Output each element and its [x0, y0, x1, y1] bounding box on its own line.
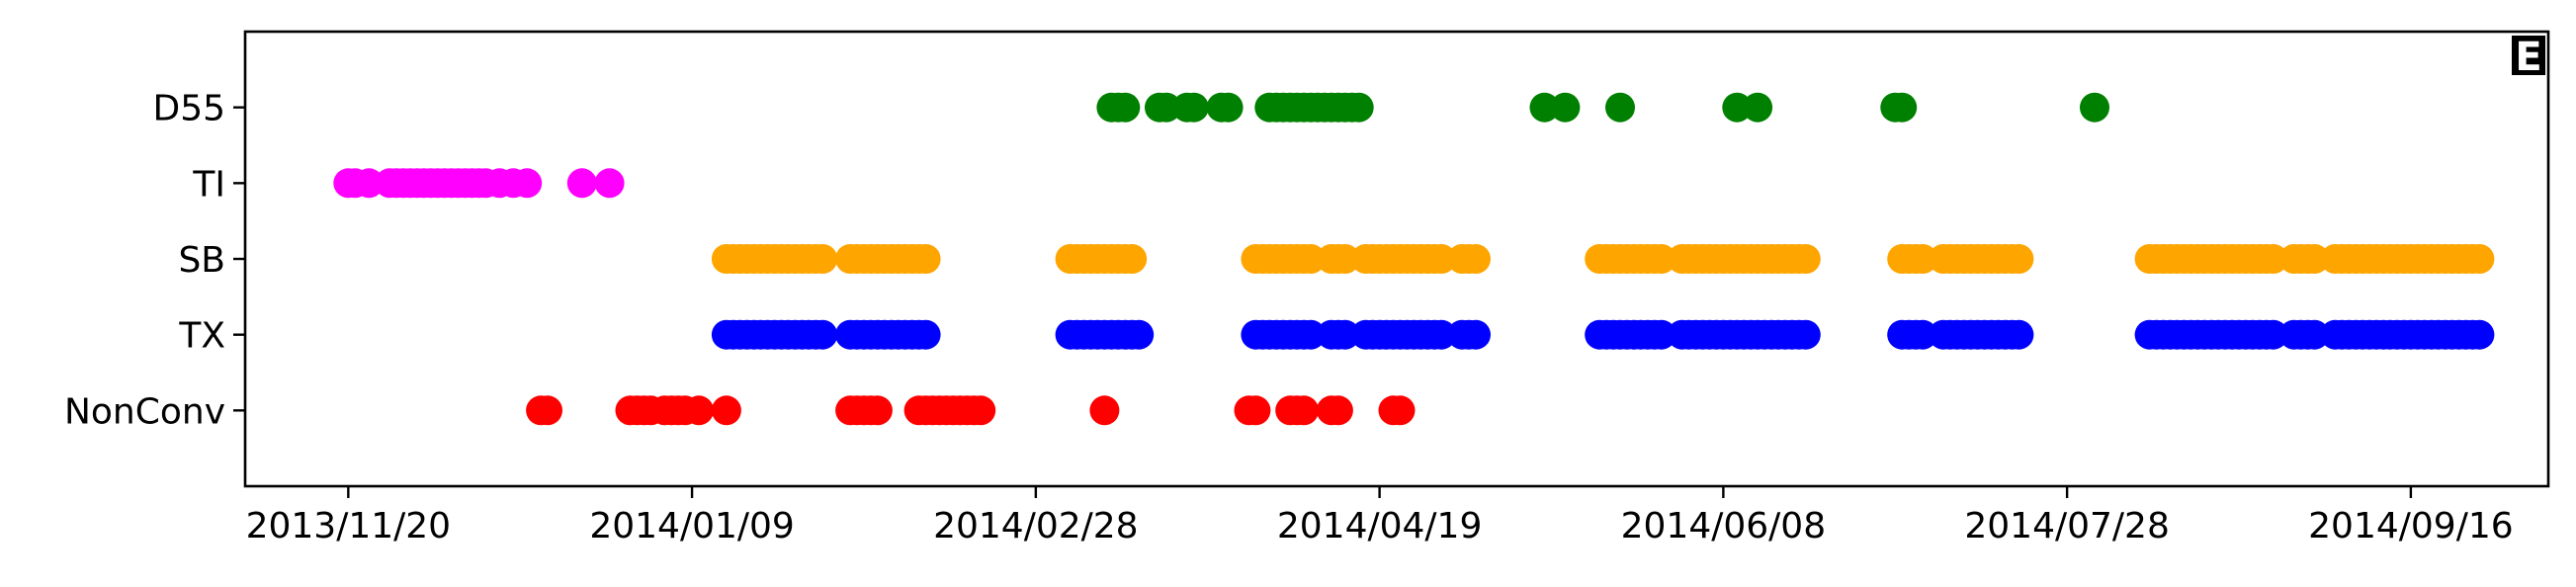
data-point	[1213, 92, 1244, 123]
data-point	[1289, 395, 1320, 426]
data-point	[2004, 319, 2034, 350]
data-point	[808, 244, 838, 274]
data-point	[1117, 244, 1148, 274]
data-point	[512, 168, 543, 199]
data-point	[2258, 319, 2288, 350]
data-point	[1296, 244, 1327, 274]
data-point	[2464, 244, 2495, 274]
y-tick-label: SB	[178, 240, 225, 281]
data-point	[1152, 92, 1181, 123]
data-point	[1323, 395, 1353, 426]
data-point	[1461, 244, 1491, 274]
data-point	[966, 395, 996, 426]
data-point	[1743, 92, 1773, 123]
y-tick-label: NonConv	[64, 391, 225, 432]
data-point	[1089, 395, 1120, 426]
data-point	[1330, 319, 1360, 350]
data-point	[1241, 395, 1271, 426]
series-nonconv	[526, 395, 1416, 426]
series-tx	[711, 319, 2495, 350]
data-point	[910, 319, 941, 350]
data-point	[2004, 244, 2034, 274]
data-point	[862, 395, 893, 426]
data-point	[594, 168, 625, 199]
data-point	[1646, 319, 1676, 350]
x-tick-label: 2014/07/28	[1964, 506, 2170, 546]
data-point	[1343, 92, 1374, 123]
data-point	[1887, 92, 1918, 123]
panel-label: E	[2515, 35, 2541, 80]
data-point	[1646, 244, 1676, 274]
data-point	[1529, 92, 1560, 123]
data-point	[1124, 319, 1155, 350]
data-point	[354, 168, 385, 199]
y-axis-ticks: NonConv TX SB TI D55	[64, 89, 245, 432]
data-point	[1426, 244, 1457, 274]
x-tick-label: 2014/04/19	[1277, 506, 1483, 546]
data-point	[1908, 319, 1938, 350]
plot-frame	[243, 30, 2550, 488]
data-point	[1461, 319, 1491, 350]
x-tick-label: 2014/02/28	[933, 506, 1139, 546]
data-point	[1908, 244, 1938, 274]
series-ti	[333, 168, 625, 199]
x-tick-label: 2014/09/16	[2308, 506, 2514, 546]
data-point	[1605, 92, 1635, 123]
data-point	[1790, 244, 1821, 274]
data-point	[1790, 319, 1821, 350]
x-tick-label: 2014/01/09	[589, 506, 795, 546]
data-points	[333, 92, 2495, 426]
data-point	[1722, 92, 1753, 123]
y-tick-label: TI	[192, 164, 225, 205]
data-point	[566, 168, 597, 199]
x-axis-ticks: 2013/11/20 2014/01/09 2014/02/28 2014/04/19…	[246, 486, 2514, 546]
data-point	[2464, 319, 2495, 350]
data-point	[2299, 244, 2330, 274]
data-point	[1385, 395, 1416, 426]
panel-badge: E	[2512, 35, 2545, 80]
series-d55	[1096, 92, 2109, 123]
data-point	[1330, 244, 1360, 274]
data-point	[1110, 92, 1141, 123]
x-tick-label: 2013/11/20	[246, 506, 452, 546]
data-point	[1296, 319, 1327, 350]
panel-badge-bg	[2512, 36, 2545, 75]
data-point	[808, 319, 838, 350]
data-point	[1550, 92, 1581, 123]
data-point	[2080, 92, 2109, 123]
data-point	[1426, 319, 1457, 350]
x-tick-label: 2014/06/08	[1621, 506, 1827, 546]
data-point	[684, 395, 714, 426]
data-point	[711, 395, 741, 426]
y-tick-label: TX	[178, 316, 225, 357]
y-tick-label: D55	[152, 89, 225, 129]
data-point	[2258, 244, 2288, 274]
data-point	[533, 395, 562, 426]
data-point	[2299, 319, 2330, 350]
data-point	[1178, 92, 1209, 123]
series-sb	[711, 244, 2495, 274]
data-point	[910, 244, 941, 274]
